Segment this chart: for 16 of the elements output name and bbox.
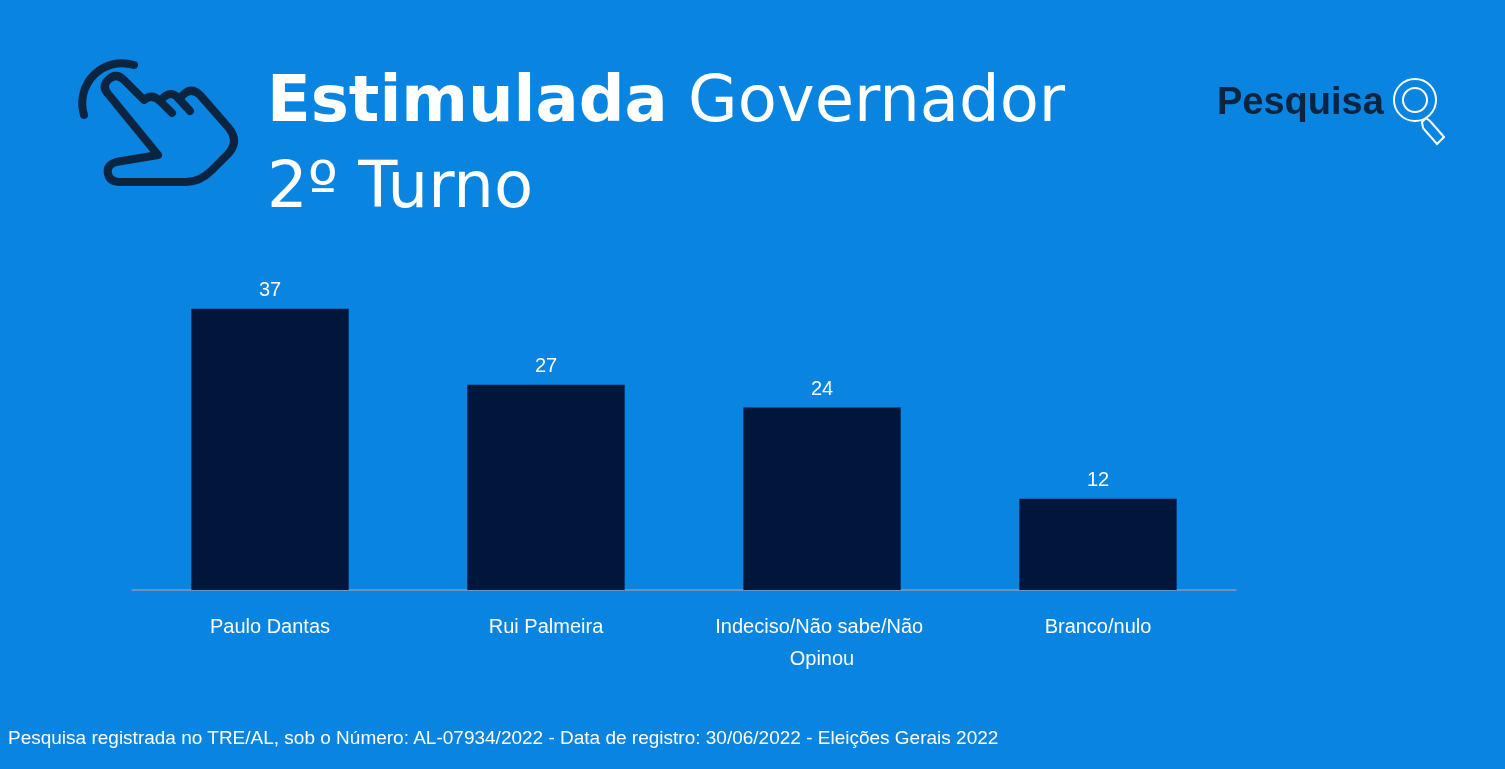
text: Pesquisa [1217,80,1385,122]
x-tick-label: Rui Palmeira [488,615,605,637]
data-label: 24 [810,376,834,399]
data-label: 27 [534,353,558,376]
chart-subtitle: 2º Turno [267,148,534,222]
bar [191,308,349,590]
text: Pesquisa registrada no TRE/AL, sob o Número: AL-07934/2022 - Data de registro: 30/06/2022 - Eleições Gerais 2022 [8,727,999,748]
x-tick-label: Paulo Dantas [209,615,331,637]
bar [467,384,625,590]
bar [1019,498,1177,590]
bar [743,407,901,590]
x-tick-label: Branco/nulo [1044,615,1152,637]
x-tick-label: Indeciso/Não sabe/Não Opinou [715,615,929,669]
data-label: 37 [258,277,282,300]
data-label: 12 [1086,467,1110,490]
chart-title: Estimulada Governador [267,62,1066,136]
